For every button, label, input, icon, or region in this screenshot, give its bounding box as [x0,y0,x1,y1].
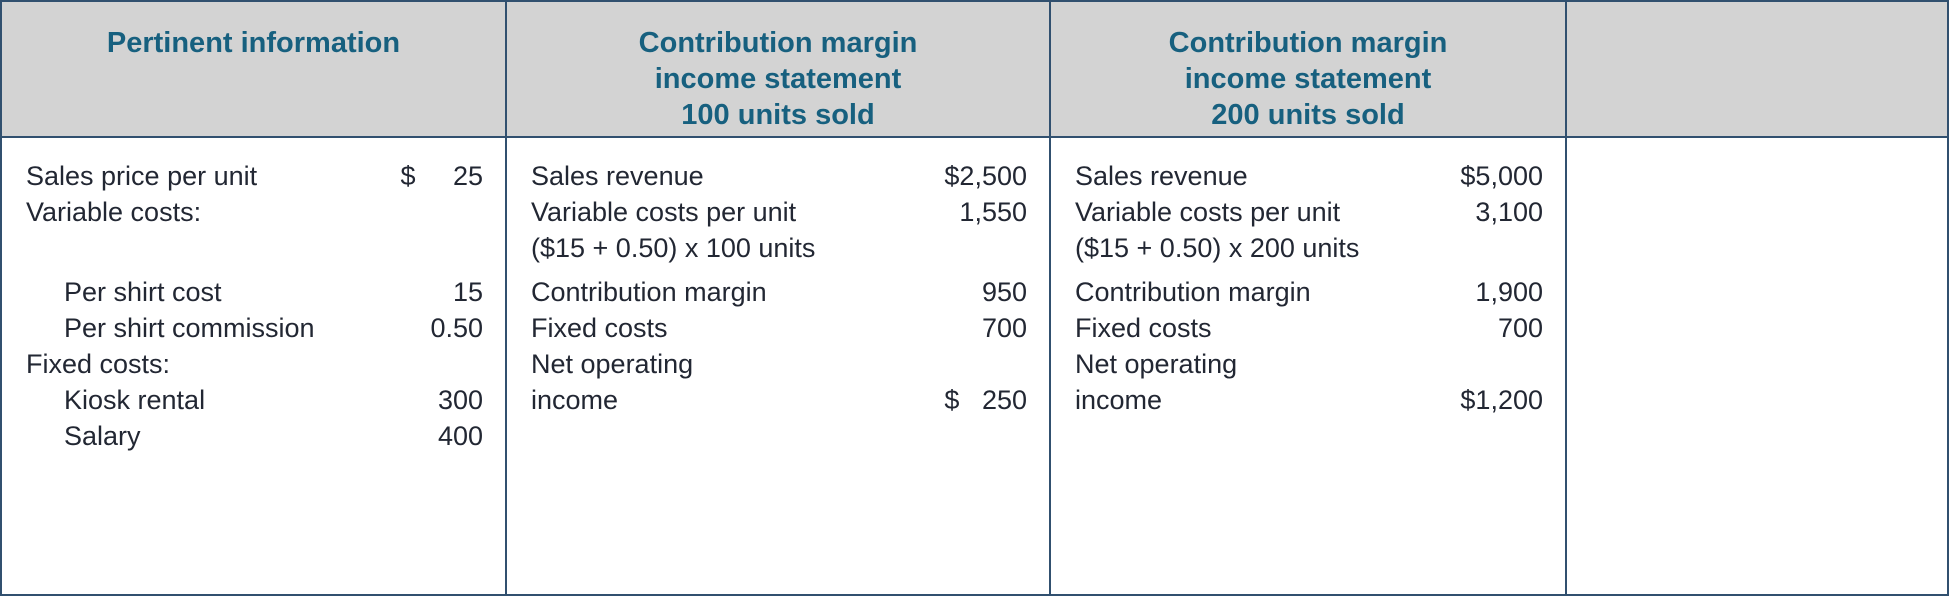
row-label: Fixed costs [531,313,668,343]
table-row: Kiosk rental 300 [26,382,483,418]
header-line: Contribution margin [1168,27,1448,59]
row-label: Fixed costs: [26,349,171,379]
row-label: ($15 + 0.50) x 100 units [531,233,816,263]
row-amount: $5,000 [1460,161,1543,191]
table-row [1075,418,1543,454]
row-label: Contribution margin [1075,277,1311,307]
row-label: Kiosk rental [64,385,206,415]
row-amount: $1,200 [1460,385,1543,415]
row-label: Sales revenue [1075,161,1248,191]
table-row: ($15 + 0.50) x 200 units [1075,230,1543,266]
row-label: income [531,385,619,415]
table-row: Variable costs per unit 3,100 [1075,194,1543,230]
row-amount: 300 [437,385,483,415]
row-amount: 0.50 [430,313,483,343]
column-cm-100: Sales revenue $2,500 Variable costs per … [507,138,1051,594]
row-label: Sales price per unit [26,161,258,191]
table-row: income $1,200 [1075,382,1543,418]
column-header-cm-100: Contribution margin income statement 100… [507,2,1051,138]
row-label: ($15 + 0.50) x 200 units [1075,233,1360,263]
row-label: Variable costs per unit [531,197,797,227]
row-label: Net operating [531,349,694,379]
table-row: Net operating [1075,346,1543,382]
row-label: Net operating [1075,349,1238,379]
table-row: Contribution margin 1,900 [1075,274,1543,310]
row-amount: $ 250 [944,385,1027,415]
table-row: Per shirt cost 15 [26,274,483,310]
table-row: Fixed costs 700 [1075,310,1543,346]
table-row: Salary 400 [26,418,483,454]
row-label: Variable costs: [26,197,202,227]
row-amount: 700 [1497,313,1543,343]
header-line: Pertinent information [106,27,401,59]
row-label: Sales revenue [531,161,704,191]
row-amount: 700 [981,313,1027,343]
row-label: Fixed costs [1075,313,1212,343]
table-row: Contribution margin 950 [531,274,1027,310]
table-row: income $ 250 [531,382,1027,418]
header-line: Contribution margin [638,27,918,59]
row-label: income [1075,385,1163,415]
header-line: income statement [654,63,902,95]
row-amount: 15 [452,277,483,307]
table-row: Sales price per unit $ 25 [26,158,483,194]
table-row [531,418,1027,454]
row-amount: $ 25 [400,161,483,191]
header-line: income statement [1184,63,1432,95]
table-row: Fixed costs: [26,346,483,382]
row-amount: $2,500 [944,161,1027,191]
table-row: Net operating [531,346,1027,382]
column-header-pertinent-info: Pertinent information [2,2,507,138]
table-row: Sales revenue $5,000 [1075,158,1543,194]
column-pertinent-info: Sales price per unit $ 25 Variable costs… [2,138,507,594]
row-label: Salary [64,421,141,451]
column-empty [1567,138,1947,594]
row-label: Variable costs per unit [1075,197,1341,227]
table-row: Sales revenue $2,500 [531,158,1027,194]
row-amount: 1,550 [959,197,1027,227]
row-label: Per shirt commission [64,313,315,343]
row-amount: 400 [437,421,483,451]
table-row: Per shirt commission 0.50 [26,310,483,346]
column-header-empty [1567,2,1947,138]
table-row [26,230,483,266]
row-amount: 950 [981,277,1027,307]
table-row: Variable costs: [26,194,483,230]
column-header-cm-200: Contribution margin income statement 200… [1051,2,1567,138]
header-line: 200 units sold [1211,99,1405,131]
row-amount: 3,100 [1475,197,1543,227]
row-amount: 1,900 [1475,277,1543,307]
table-row: ($15 + 0.50) x 100 units [531,230,1027,266]
column-cm-200: Sales revenue $5,000 Variable costs per … [1051,138,1567,594]
table-row: Variable costs per unit 1,550 [531,194,1027,230]
header-line: 100 units sold [681,99,875,131]
table-row: Fixed costs 700 [531,310,1027,346]
row-label: Contribution margin [531,277,767,307]
row-label: Per shirt cost [64,277,222,307]
